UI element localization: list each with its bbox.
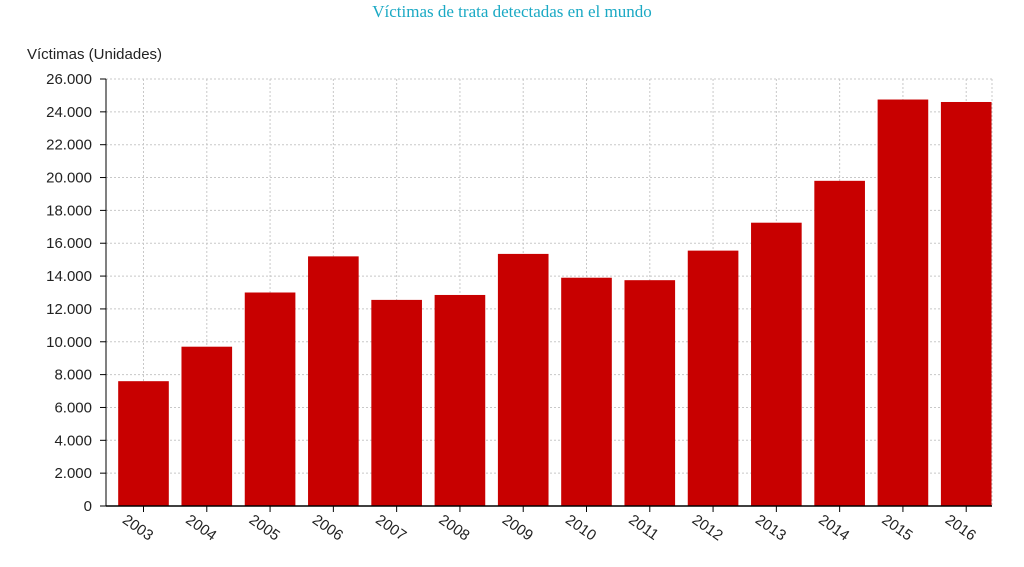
x-tick-label: 2015 — [879, 511, 916, 544]
x-tick-label: 2011 — [625, 511, 661, 543]
bar-2012 — [687, 250, 739, 506]
y-tick-label: 24.000 — [46, 104, 92, 121]
x-tick-label: 2012 — [689, 511, 726, 544]
y-tick-label: 0 — [84, 498, 92, 515]
bar-2014 — [814, 180, 865, 507]
bar-2008 — [434, 294, 486, 506]
y-axis-label: Víctimas (Unidades) — [27, 46, 163, 63]
y-tick-label: 2.000 — [54, 465, 92, 482]
y-tick-label: 14.000 — [46, 268, 92, 285]
x-tick-label: 2010 — [562, 511, 599, 544]
axes — [100, 78, 992, 512]
y-tick-label: 12.000 — [46, 301, 92, 318]
x-tick-label: 2016 — [942, 511, 979, 544]
y-tick-label: 18.000 — [46, 202, 92, 219]
x-tick-label: 2009 — [499, 511, 536, 544]
x-tick-label: 2005 — [246, 511, 283, 544]
bar-2009 — [497, 253, 549, 506]
x-tick-label: 2013 — [752, 511, 789, 544]
x-tick-label: 2004 — [182, 511, 219, 544]
y-tick-labels: 0 2.000 4.000 6.000 8.000 10.000 12.000 14.000 1… — [46, 71, 92, 515]
x-tick-label: 2007 — [372, 511, 409, 544]
bar-2004 — [181, 346, 233, 506]
bar-2016 — [940, 101, 992, 506]
y-tick-label: 4.000 — [54, 432, 92, 449]
bar-2005 — [244, 292, 296, 506]
x-tick-labels: 2003 2004 2005 2006 2007 2008 2009 2010 2011 2012… — [119, 511, 979, 544]
bar-2010 — [561, 277, 612, 506]
bar-2003 — [118, 381, 169, 506]
x-tick-label: 2014 — [815, 511, 852, 544]
y-tick-label: 8.000 — [54, 367, 92, 384]
y-tick-label: 10.000 — [46, 334, 92, 351]
y-tick-label: 22.000 — [46, 137, 92, 154]
bar-2007 — [371, 299, 422, 506]
y-tick-label: 16.000 — [46, 235, 92, 252]
y-tick-label: 26.000 — [46, 71, 92, 88]
bar-2013 — [751, 222, 802, 507]
bar-2011 — [624, 280, 676, 506]
x-tick-label: 2003 — [119, 511, 156, 544]
bar-2015 — [877, 99, 929, 507]
x-tick-label: 2006 — [309, 511, 346, 544]
x-tick-label: 2008 — [436, 511, 473, 544]
y-tick-label: 6.000 — [54, 399, 92, 416]
y-tick-label: 20.000 — [46, 170, 92, 187]
bar-2006 — [308, 256, 359, 506]
bars — [118, 99, 992, 507]
chart-title: Víctimas de trata detectadas en el mundo — [372, 2, 652, 21]
